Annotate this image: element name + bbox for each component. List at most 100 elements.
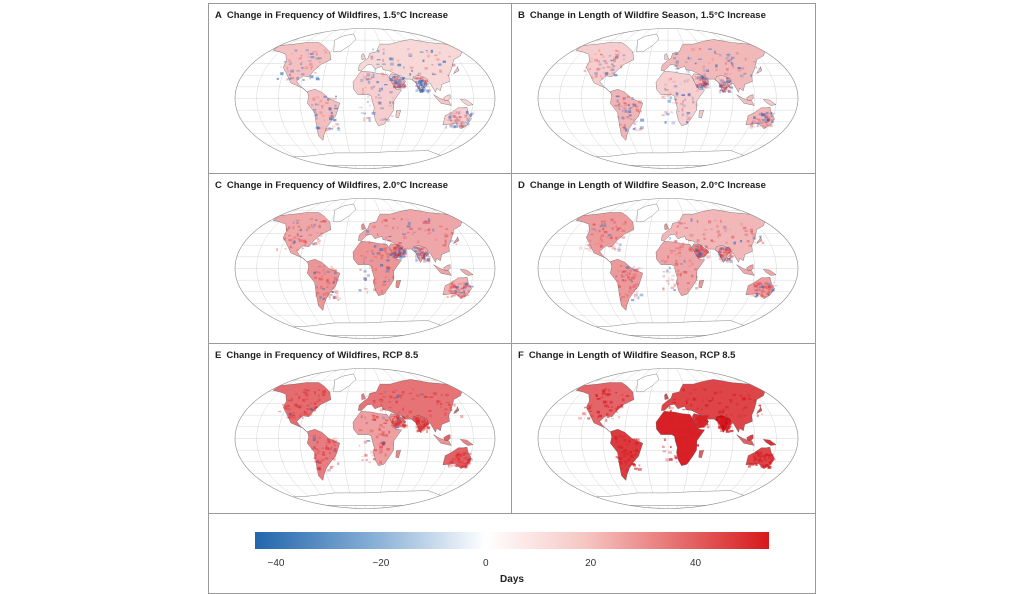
landmass-australia — [442, 446, 472, 470]
landmass-eurasia — [358, 209, 462, 263]
landmass-newGuinea — [459, 439, 474, 446]
landmass-northAmerica — [272, 382, 332, 433]
landmass-madagascar — [395, 109, 401, 119]
landmass-arabia — [389, 413, 407, 429]
landmass-madagascar — [698, 279, 704, 289]
landmass-japan — [453, 406, 460, 415]
landmass-newGuinea — [762, 269, 777, 276]
landmass-eurasia — [358, 379, 462, 433]
panel-title: B Change in Length of Wildfire Season, 1.… — [518, 10, 766, 21]
landmass-uk — [361, 53, 366, 60]
landmass-northAmerica — [575, 212, 635, 263]
landmass-uk — [361, 223, 366, 230]
landmass-africa — [655, 241, 705, 296]
landmass-eurasia — [661, 379, 765, 433]
landmass-arabia — [692, 243, 710, 259]
panel-letter: C — [215, 180, 222, 191]
panel-letter: B — [518, 10, 525, 21]
landmass-madagascar — [395, 449, 401, 459]
landmass-indonesia — [736, 264, 755, 276]
landmass-eurasia — [661, 209, 765, 263]
landmass-borneo — [746, 94, 754, 101]
world-map — [234, 198, 496, 339]
colorbar-tick-label: −40 — [267, 558, 285, 569]
landmass-india — [412, 415, 429, 433]
map-panel-c: C Change in Frequency of Wildfires, 2.0°C… — [209, 174, 512, 344]
landmass-southAmerica — [307, 429, 341, 481]
landmass-indonesia — [433, 264, 452, 276]
landmass-newGuinea — [762, 439, 777, 446]
colorbar-legend: −40 −20 0 20 40 Days — [209, 518, 815, 593]
landmass-greenland — [636, 33, 660, 52]
panel-title: C Change in Frequency of Wildfires, 2.0°C… — [215, 180, 448, 191]
landmass-australia — [442, 106, 472, 130]
landmass-northAmerica — [575, 42, 635, 93]
landmass-japan — [453, 236, 460, 245]
colorbar-label: Days — [500, 574, 524, 585]
colorbar — [255, 532, 769, 549]
panel-title-text: Change in Frequency of Wildfires, RCP 8.… — [226, 350, 419, 361]
landmass-antarctica — [586, 150, 751, 166]
landmass-japan — [756, 236, 763, 245]
landmass-arabia — [389, 73, 407, 89]
landmass-japan — [756, 66, 763, 75]
colorbar-tick-label: 40 — [690, 558, 702, 569]
panel-title: D Change in Length of Wildfire Season, 2.… — [518, 180, 766, 191]
landmass-southAmerica — [610, 89, 644, 141]
landmass-japan — [453, 66, 460, 75]
panel-letter: D — [518, 180, 525, 191]
landmass-uk — [361, 393, 366, 400]
landmass-antarctica — [283, 490, 448, 506]
landmass-africa — [352, 411, 402, 466]
map-panel-e: E Change in Frequency of Wildfires, RCP 8… — [209, 344, 512, 514]
landmass-southAmerica — [610, 259, 644, 311]
panel-letter: A — [215, 10, 222, 21]
landmass-eurasia — [358, 39, 462, 93]
landmass-greenland — [636, 203, 660, 222]
landmass-antarctica — [586, 490, 751, 506]
world-map — [234, 28, 496, 169]
landmass-uk — [664, 223, 669, 230]
landmass-southAmerica — [610, 429, 644, 481]
panel-title: A Change in Frequency of Wildfires, 1.5°C… — [215, 10, 448, 21]
landmass-borneo — [746, 264, 754, 271]
landmass-indonesia — [736, 434, 755, 446]
figure: A Change in Frequency of Wildfires, 1.5°C… — [208, 3, 816, 594]
landmass-indonesia — [433, 434, 452, 446]
landmass-madagascar — [698, 449, 704, 459]
landmass-india — [715, 245, 732, 263]
landmass-greenland — [333, 203, 357, 222]
landmass-arabia — [692, 73, 710, 89]
panel-title-text: Change in Length of Wildfire Season, 1.5… — [529, 10, 766, 21]
landmass-newGuinea — [459, 99, 474, 106]
colorbar-tick-label: 0 — [482, 558, 489, 569]
panel-title-text: Change in Frequency of Wildfires, 2.0°C … — [226, 180, 449, 191]
map-panel-a: A Change in Frequency of Wildfires, 1.5°C… — [209, 4, 512, 174]
world-map — [537, 28, 799, 169]
map-panel-d: D Change in Length of Wildfire Season, 2.… — [512, 174, 815, 344]
landmass-australia — [745, 276, 775, 300]
landmass-borneo — [443, 434, 451, 441]
landmass-northAmerica — [272, 42, 332, 93]
landmass-uk — [664, 53, 669, 60]
landmass-africa — [655, 71, 705, 126]
map-panel-f: F Change in Length of Wildfire Season, RC… — [512, 344, 815, 514]
landmass-africa — [352, 71, 402, 126]
landmass-india — [412, 245, 429, 263]
landmass-japan — [756, 406, 763, 415]
landmass-northAmerica — [575, 382, 635, 433]
landmass-antarctica — [283, 320, 448, 336]
landmass-indonesia — [736, 94, 755, 106]
landmass-antarctica — [283, 150, 448, 166]
landmass-borneo — [746, 434, 754, 441]
landmass-madagascar — [698, 109, 704, 119]
panel-letter: F — [518, 350, 524, 361]
landmass-northAmerica — [272, 212, 332, 263]
panel-title-text: Change in Frequency of Wildfires, 1.5°C … — [226, 10, 449, 21]
landmass-newGuinea — [459, 269, 474, 276]
landmass-newGuinea — [762, 99, 777, 106]
map-panel-b: B Change in Length of Wildfire Season, 1.… — [512, 4, 815, 174]
panel-title-text: Change in Length of Wildfire Season, RCP… — [528, 350, 736, 361]
landmass-antarctica — [586, 320, 751, 336]
world-map — [537, 368, 799, 509]
